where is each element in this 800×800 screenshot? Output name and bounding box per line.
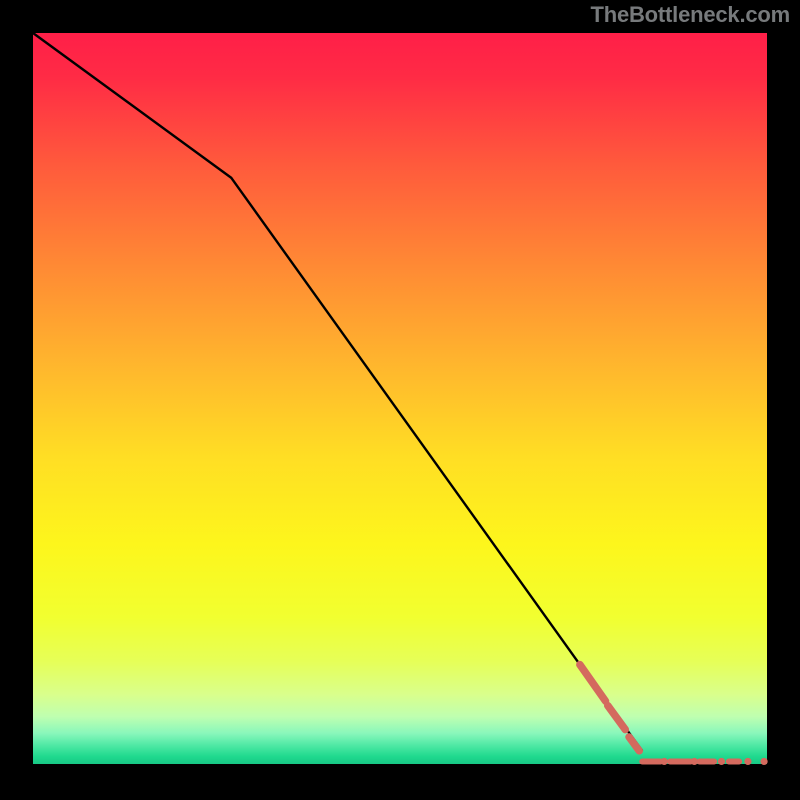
plot-background	[33, 33, 767, 764]
accent-baseline-dot-4	[760, 758, 767, 765]
accent-baseline-dot-0	[661, 758, 668, 765]
accent-baseline-dot-3	[744, 758, 751, 765]
chart-frame: TheBottleneck.com	[0, 0, 800, 800]
accent-baseline-dot-2	[718, 758, 725, 765]
chart-svg	[0, 0, 800, 800]
accent-baseline-dot-1	[691, 758, 698, 765]
attribution-text: TheBottleneck.com	[590, 2, 790, 28]
